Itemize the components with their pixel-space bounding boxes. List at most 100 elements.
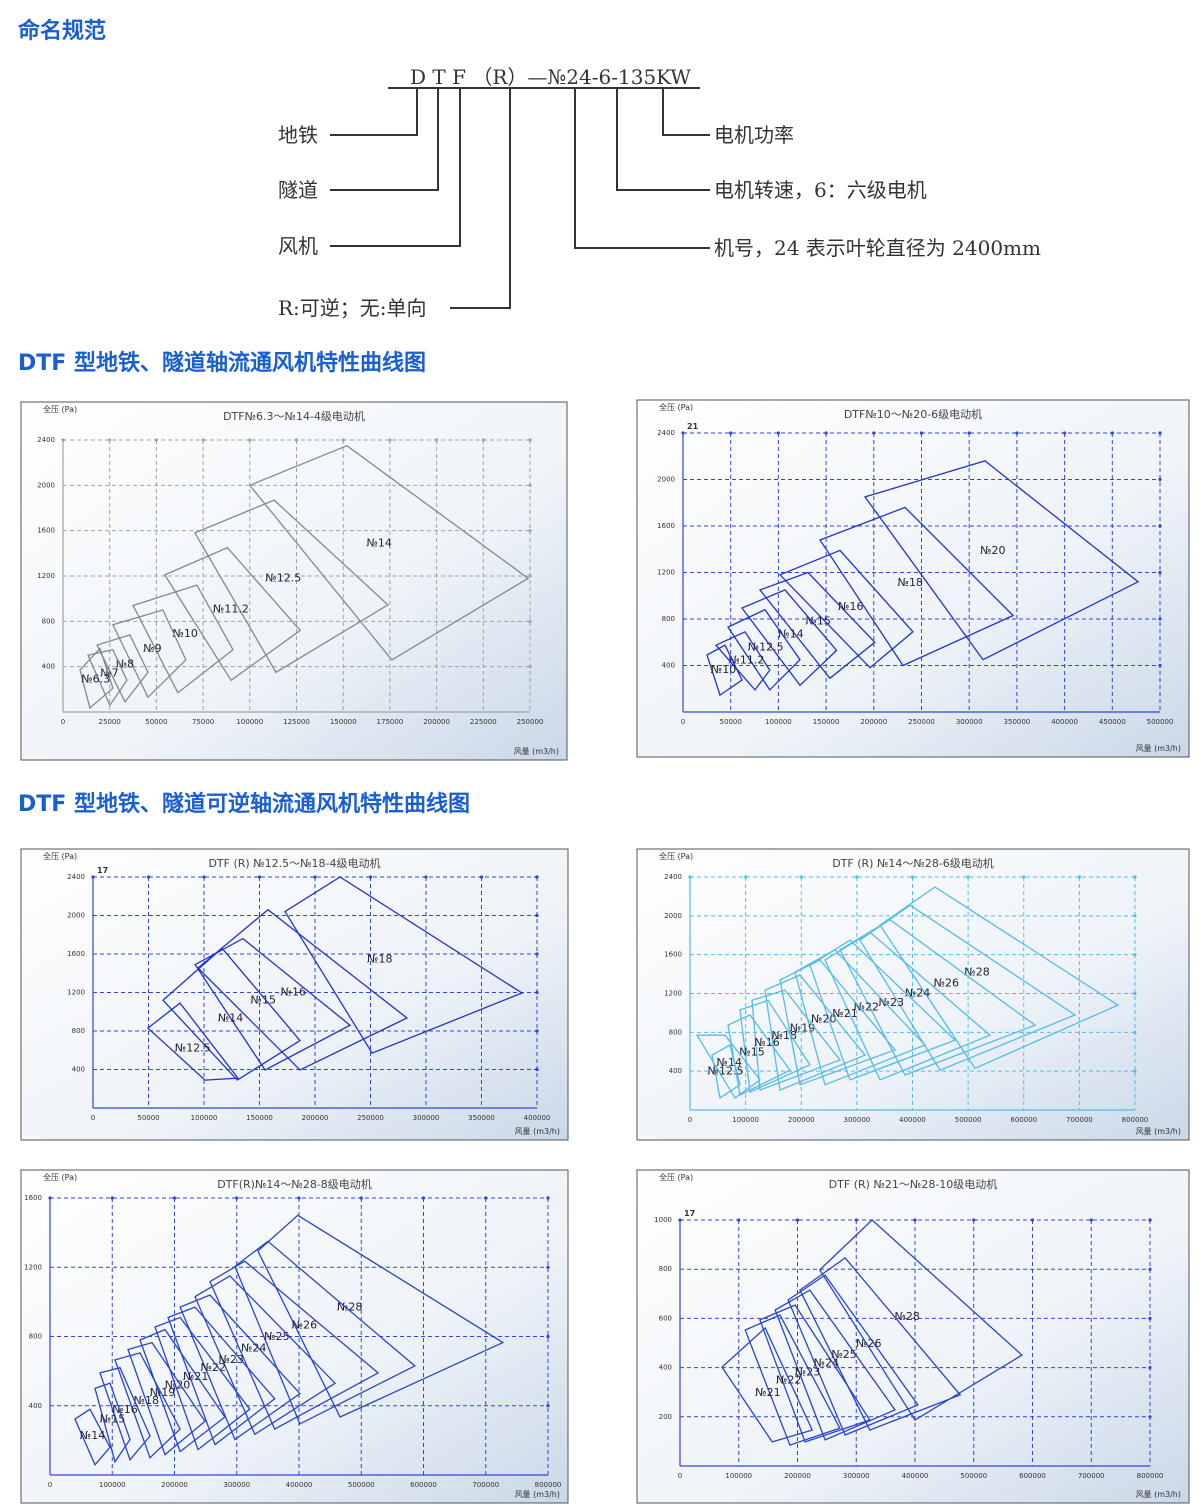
grid-dot [1022,875,1026,879]
y-tick-label: 800 [72,1027,85,1035]
chart-frame [636,399,1190,758]
x-tick-label: 150000 [813,718,840,726]
grid-dot [535,952,539,956]
x-tick-label: 100000 [725,1472,752,1480]
region-label: №12.5 [748,641,784,654]
grid-dot [1077,875,1081,879]
region-label: №10 [172,627,197,640]
fan-region [879,886,1120,1070]
x-tick-label: 800000 [1137,1472,1164,1480]
grid-dot [1133,991,1137,996]
x-tick-label: 200000 [788,1116,815,1124]
x-tick-label: 100000 [99,1481,126,1489]
fan-region [759,1304,871,1443]
fan-region [787,1274,919,1436]
x-tick-label: 200000 [860,718,887,726]
region-label: №23 [795,1366,820,1379]
x-tick-label: 100000 [732,1116,759,1124]
grid-dot [172,1196,177,1200]
fan-region [839,918,1037,1076]
x-tick-label: 700000 [1066,1116,1093,1124]
region-label: №15 [100,1412,125,1425]
region-label: №23 [879,996,904,1009]
y-tick-label: 2400 [664,873,682,881]
x-tick-label: 150000 [330,718,357,726]
grid-dot [535,990,539,995]
region-label: №6.3 [81,673,110,686]
grid-dot [546,1265,550,1269]
grid-dot [528,483,532,487]
x-tick-label: 225000 [470,718,497,726]
fan-region [819,506,1015,667]
y-tick-label: 1200 [24,1263,42,1271]
fan-region [197,908,409,1071]
region-label: №26 [856,1337,881,1350]
y-tick-label: 200 [659,1413,672,1421]
x-tick-label: 0 [678,1472,682,1480]
grid-dot [257,875,262,879]
region-label: №18 [367,953,392,966]
chart-title: DTF№10～№20-6级电动机 [844,407,982,421]
x-tick-label: 250000 [908,718,935,726]
fan-region [79,647,114,710]
fan-region [114,1352,181,1459]
fan-region [695,1034,761,1099]
fan-region [248,444,530,661]
grid-dot [108,438,112,442]
fan-region [774,1289,896,1441]
x-tick-label: 300000 [844,1116,871,1124]
x-tick-label: 400000 [899,1116,926,1124]
grid-dot [1148,1316,1152,1320]
chart: DTF№6.3～№14-4级电动机 全压 (Pa) 风量 (m3/h) 0 25000 5… [20,401,568,761]
x-tick-label: 100000 [191,1114,218,1122]
grid-dot [1148,1218,1152,1222]
y-tick-label: 2400 [37,436,55,444]
x-tick-label: 800000 [1122,1116,1149,1124]
x-axis-label: 风量 (m3/h) [515,1127,560,1136]
chart-title: DTF (R) №14～№28-6级电动机 [832,856,994,870]
x-axis-label: 风量 (m3/h) [514,747,559,756]
y-axis-label: 全压 (Pa) [43,404,77,414]
y-tick-label: 400 [29,1402,42,1410]
x-tick-label: 400000 [902,1472,929,1480]
fan-region [162,947,301,1081]
fan-region [727,1014,791,1096]
fan-region [739,999,811,1093]
y-tick-label: 800 [42,617,55,625]
y-tick-label: 1600 [67,950,85,958]
fan-region [132,584,234,694]
fan-region [94,1382,131,1464]
right-label: 电机转速，6：六级电机 [714,178,927,202]
fan-region [193,499,390,674]
x-tick-label: 300000 [843,1472,870,1480]
grid-dot [1089,1218,1093,1222]
chart-frame [20,401,568,761]
grid-dot [528,438,532,442]
grid-dot [110,1196,114,1200]
y-axis-label: 全压 (Pa) [659,402,693,412]
grid-dot [528,574,532,578]
grid-dot [528,619,532,623]
chart: DTF№10～№20-6级电动机 全压 (Pa) 风量 (m3/h) 21 0 50000… [636,399,1190,758]
x-tick-label: 350000 [468,1114,495,1122]
fan-region [818,1219,1023,1421]
fan-region [711,1044,741,1099]
fan-region [139,1328,226,1453]
region-label: №24 [905,986,930,999]
grid-dot [972,1218,976,1222]
y-tick-label: 2000 [67,912,85,920]
grid-dot [795,1218,800,1222]
region-label: №12.5 [708,1065,744,1078]
grid-dot [1158,477,1162,482]
grid-dot [546,1196,550,1200]
fan-region [209,1260,380,1431]
grid-dot [1148,1267,1152,1271]
x-tick-label: 300000 [956,718,983,726]
fan-region [721,1326,814,1443]
fan-region [758,571,876,680]
y-tick-label: 800 [669,1028,682,1036]
fan-region [163,546,302,682]
x-tick-label: 50000 [145,718,167,726]
grid-dot [744,875,748,879]
